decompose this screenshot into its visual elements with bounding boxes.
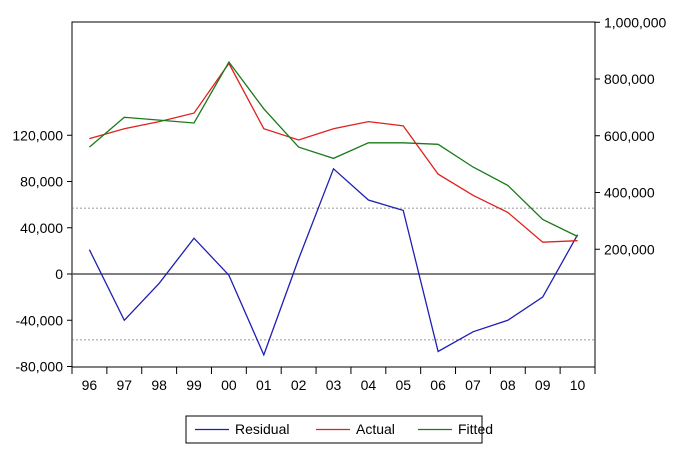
x-axis-tick-label: 99 — [186, 377, 202, 393]
x-axis-tick-label: 97 — [117, 377, 133, 393]
legend-label-fitted: Fitted — [458, 421, 493, 437]
left-axis-tick-label: -40,000 — [16, 312, 64, 328]
right-axis-tick-label: 400,000 — [604, 185, 655, 201]
x-axis-tick-label: 06 — [430, 377, 446, 393]
legend-label-residual: Residual — [235, 421, 289, 437]
x-axis-tick-label: 09 — [535, 377, 551, 393]
legend-label-actual: Actual — [356, 421, 395, 437]
left-axis-tick-label: 120,000 — [12, 127, 63, 143]
left-axis-tick-label: -80,000 — [16, 359, 64, 375]
right-axis-tick-label: 600,000 — [604, 128, 655, 144]
x-axis-tick-label: 04 — [361, 377, 377, 393]
x-axis-tick-label: 10 — [570, 377, 586, 393]
x-axis-tick-label: 01 — [256, 377, 272, 393]
right-axis-tick-label: 1,000,000 — [604, 14, 666, 30]
left-axis-tick-label: 0 — [55, 266, 63, 282]
x-axis-tick-label: 98 — [151, 377, 167, 393]
plot-frame — [71, 21, 596, 368]
x-axis-tick-label: 05 — [395, 377, 411, 393]
x-axis-tick-label: 08 — [500, 377, 516, 393]
x-axis-tick-label: 00 — [221, 377, 237, 393]
x-axis-tick-label: 07 — [465, 377, 481, 393]
right-axis-tick-label: 200,000 — [604, 241, 655, 257]
series-line-residual — [88, 167, 579, 357]
x-axis-tick-label: 03 — [326, 377, 342, 393]
right-axis-tick-label: 800,000 — [604, 71, 655, 87]
x-axis-tick-label: 02 — [291, 377, 307, 393]
x-axis-tick-label: 96 — [82, 377, 98, 393]
series-line-fitted — [88, 60, 578, 238]
left-axis-tick-label: 40,000 — [20, 220, 63, 236]
left-axis-tick-label: 80,000 — [20, 174, 63, 190]
series-line-actual — [89, 62, 578, 243]
